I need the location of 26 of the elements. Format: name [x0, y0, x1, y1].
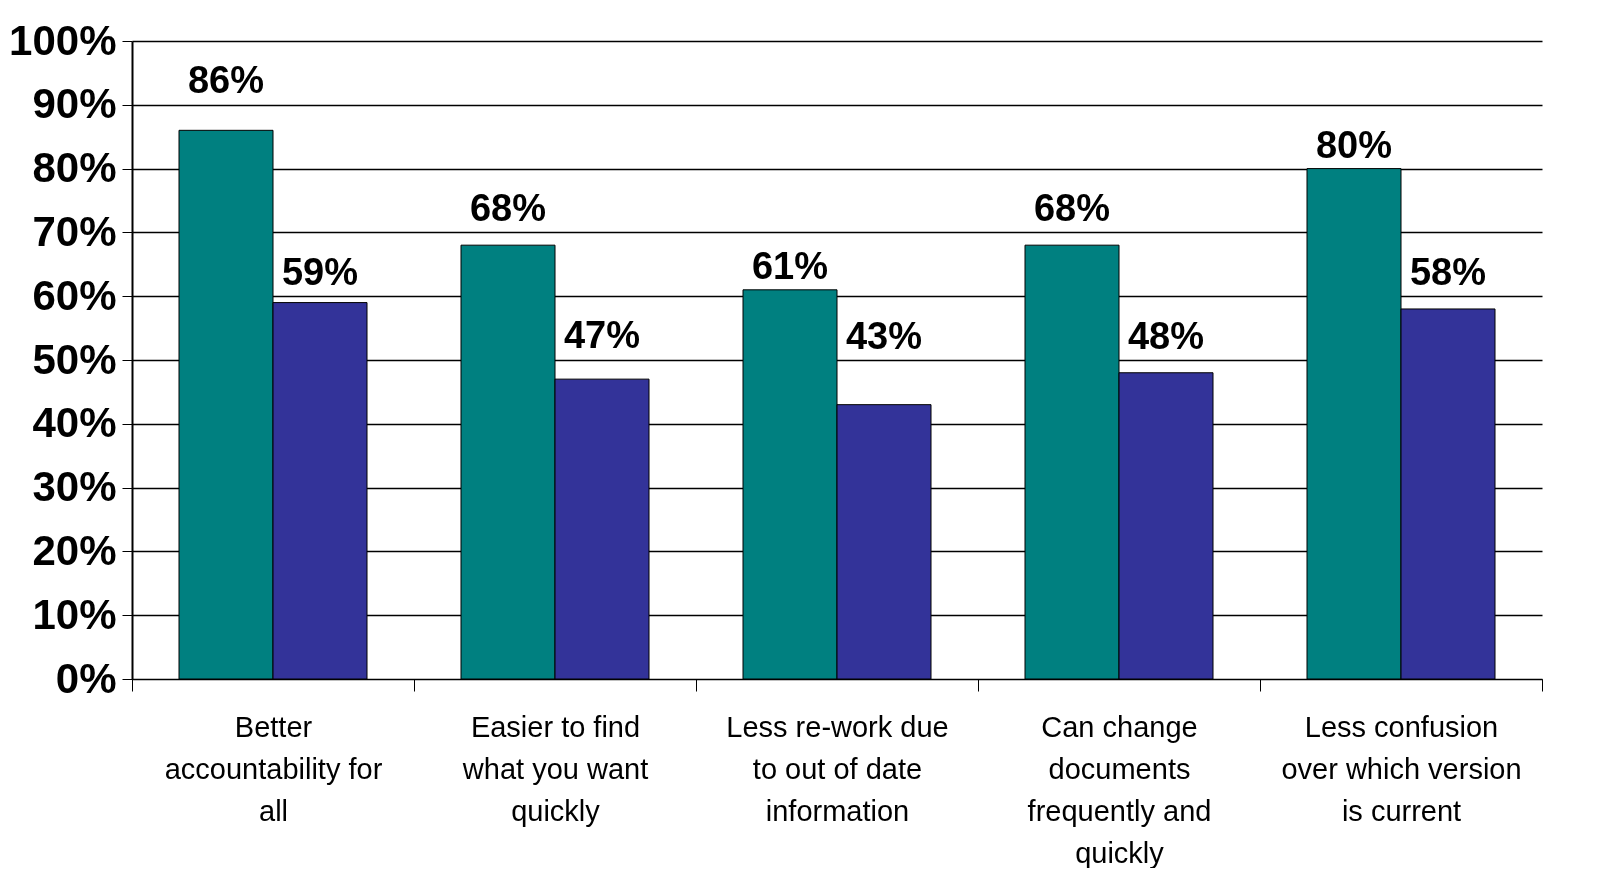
text: 61% [751, 244, 829, 287]
y-tick-label: 80% [32, 144, 117, 192]
y-tick-label: 70% [32, 207, 117, 255]
x-tick-label: Less confusion over which version is current [1281, 710, 1522, 827]
y-tick-label: 60% [32, 271, 117, 319]
text: 58% [1409, 250, 1487, 293]
x-tick-label: Easier to find what you want quickly [461, 710, 649, 827]
y-tick-label: 0% [55, 654, 117, 702]
text: 43% [845, 314, 923, 357]
text: 68% [469, 187, 547, 230]
y-tick-label: 20% [32, 526, 117, 574]
text: 59% [281, 250, 359, 293]
x-tick-label: Less re-work due to out of date information [726, 710, 949, 827]
y-tick-label: 100% [9, 16, 117, 64]
y-tick-label: 50% [32, 335, 117, 383]
text: 86% [187, 59, 265, 102]
y-tick-label: 10% [32, 590, 117, 638]
y-tick-label: 40% [32, 399, 117, 447]
text: 68% [1033, 187, 1111, 230]
y-tick-label: 30% [32, 463, 117, 511]
text: 47% [563, 314, 641, 357]
x-tick-label: Better accountability for all [164, 710, 383, 827]
text: 48% [1127, 314, 1205, 357]
x-tick-label: Can change documents frequently and quickly [1027, 710, 1212, 869]
y-tick-label: 90% [32, 80, 117, 128]
text: 80% [1315, 123, 1393, 166]
